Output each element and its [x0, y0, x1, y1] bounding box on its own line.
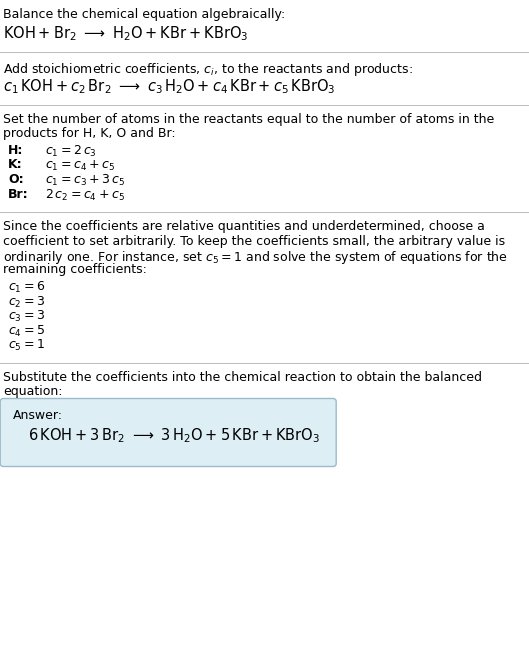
Text: $c_1 = 2\,c_3$: $c_1 = 2\,c_3$	[45, 144, 97, 159]
Text: K:: K:	[8, 159, 23, 171]
Text: $c_2 = 3$: $c_2 = 3$	[8, 294, 45, 310]
Text: coefficient to set arbitrarily. To keep the coefficients small, the arbitrary va: coefficient to set arbitrarily. To keep …	[3, 234, 505, 248]
Text: products for H, K, O and Br:: products for H, K, O and Br:	[3, 127, 176, 140]
Text: Set the number of atoms in the reactants equal to the number of atoms in the: Set the number of atoms in the reactants…	[3, 113, 495, 126]
Text: equation:: equation:	[3, 385, 63, 398]
Text: $c_3 = 3$: $c_3 = 3$	[8, 309, 45, 324]
Text: $c_1 = c_4 + c_5$: $c_1 = c_4 + c_5$	[45, 159, 115, 173]
FancyBboxPatch shape	[0, 399, 336, 466]
Text: Add stoichiometric coefficients, $c_i$, to the reactants and products:: Add stoichiometric coefficients, $c_i$, …	[3, 61, 413, 78]
Text: ordinarily one. For instance, set $c_5 = 1$ and solve the system of equations fo: ordinarily one. For instance, set $c_5 =…	[3, 249, 508, 266]
Text: $c_1 = 6$: $c_1 = 6$	[8, 280, 45, 295]
Text: $c_5 = 1$: $c_5 = 1$	[8, 338, 45, 353]
Text: $\mathrm{6\,KOH + 3\,Br_2 \ \longrightarrow \ 3\,H_2O + 5\,KBr + KBrO_3}$: $\mathrm{6\,KOH + 3\,Br_2 \ \longrightar…	[28, 426, 321, 445]
Text: remaining coefficients:: remaining coefficients:	[3, 263, 147, 276]
Text: Since the coefficients are relative quantities and underdetermined, choose a: Since the coefficients are relative quan…	[3, 220, 485, 233]
Text: $2\,c_2 = c_4 + c_5$: $2\,c_2 = c_4 + c_5$	[45, 188, 125, 203]
Text: $c_1 = c_3 + 3\,c_5$: $c_1 = c_3 + 3\,c_5$	[45, 173, 125, 188]
Text: Br:: Br:	[8, 188, 29, 201]
Text: Substitute the coefficients into the chemical reaction to obtain the balanced: Substitute the coefficients into the che…	[3, 371, 482, 384]
Text: Balance the chemical equation algebraically:: Balance the chemical equation algebraica…	[3, 8, 286, 21]
Text: Answer:: Answer:	[13, 408, 63, 421]
Text: O:: O:	[8, 173, 24, 186]
Text: $c_1\,\mathrm{KOH} + c_2\,\mathrm{Br_2 \ \longrightarrow \ } c_3\,\mathrm{H_2O} : $c_1\,\mathrm{KOH} + c_2\,\mathrm{Br_2 \…	[3, 77, 335, 96]
Text: $\mathrm{KOH + Br_2 \ \longrightarrow \ H_2O + KBr + KBrO_3}$: $\mathrm{KOH + Br_2 \ \longrightarrow \ …	[3, 25, 249, 43]
Text: $c_4 = 5$: $c_4 = 5$	[8, 324, 45, 338]
Text: H:: H:	[8, 144, 24, 157]
